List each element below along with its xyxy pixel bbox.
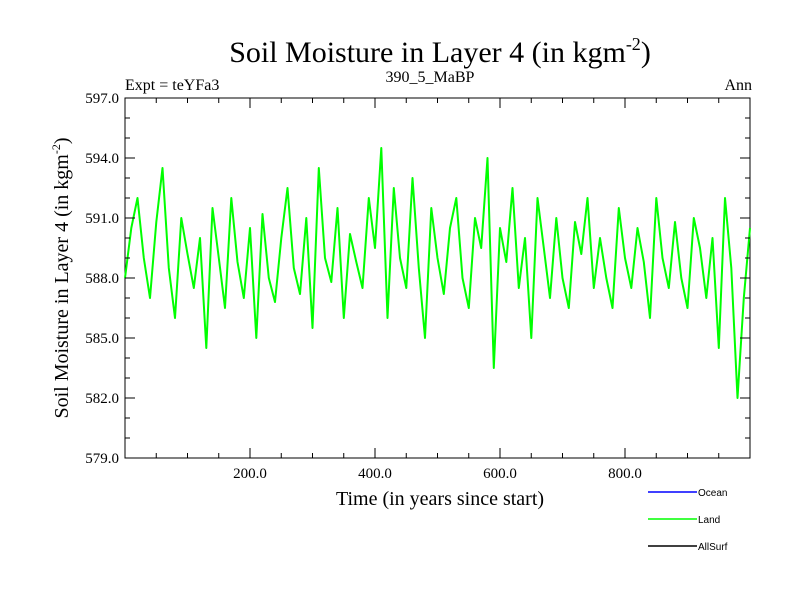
y-axis-label-end: ) (51, 137, 73, 144)
subtitle-left: Expt = teYFa3 (125, 77, 219, 94)
chart-title-sup: -2 (626, 34, 641, 54)
legend: Ocean Land AllSurf (648, 488, 728, 553)
y-tick-label: 579.0 (85, 451, 119, 467)
subtitle-right: Ann (724, 77, 752, 94)
y-tick-label: 594.0 (85, 151, 119, 167)
y-tick-label: 591.0 (85, 211, 119, 227)
chart-title: Soil Moisture in Layer 4 (in kgm-2) (229, 34, 651, 69)
legend-label-allsurf: AllSurf (698, 542, 728, 553)
x-tick-label: 800.0 (608, 466, 642, 482)
x-axis-label: Time (in years since start) (336, 488, 544, 510)
y-tick-label: 585.0 (85, 331, 119, 347)
x-tick-label: 600.0 (483, 466, 517, 482)
chart-title-end: ) (641, 36, 651, 69)
x-tick-label: 200.0 (233, 466, 267, 482)
x-tick-label: 400.0 (358, 466, 392, 482)
y-axis-label: Soil Moisture in Layer 4 (in kgm-2) (49, 137, 73, 418)
y-tick-label: 582.0 (85, 391, 119, 407)
legend-label-land: Land (698, 515, 720, 526)
plot-frame (124, 97, 751, 459)
tick-layer: 579.0 582.0 585.0 588.0 591.0 594.0 597.0 200.0… (85, 91, 750, 482)
subtitle-center: 390_5_MaBP (386, 69, 475, 86)
y-tick-label: 588.0 (85, 271, 119, 287)
series-layer (124, 147, 751, 399)
y-tick-label: 597.0 (85, 91, 119, 107)
series-line-land (124, 147, 751, 399)
legend-label-ocean: Ocean (698, 488, 727, 499)
y-axis-label-sup: -2 (49, 144, 63, 154)
